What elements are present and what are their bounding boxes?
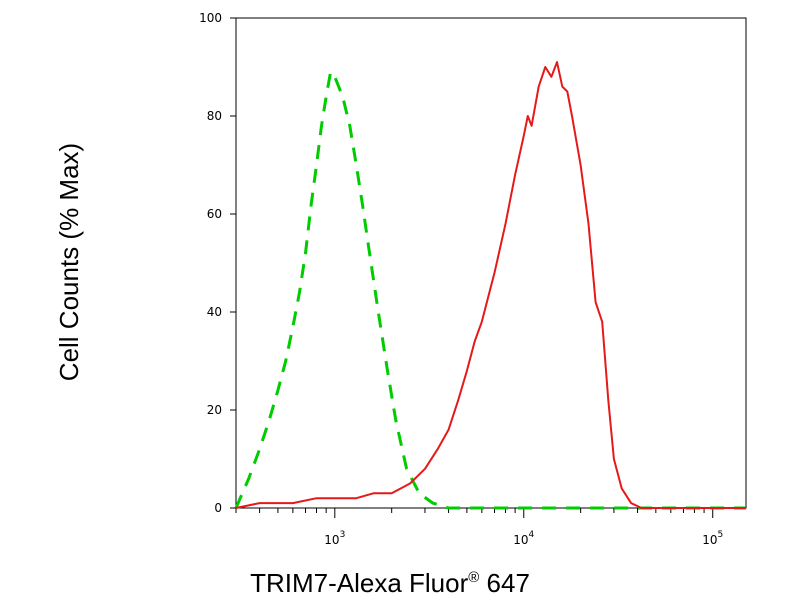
x-tick-exponent: 4 [529,530,535,540]
y-tick-label: 60 [207,207,222,221]
y-axis: 0 20 40 60 80 100 [199,11,236,515]
control-histogram-line [234,70,746,510]
y-tick-label: 40 [207,305,222,319]
x-tick-exponent: 5 [717,530,723,540]
x-axis-title-main: TRIM7-Alexa Fluor [250,568,468,598]
y-tick-label: 20 [207,403,222,417]
x-tick-exponent: 3 [340,530,346,540]
registered-mark: ® [468,569,479,586]
x-axis-title: TRIM7-Alexa Fluor® 647 [250,568,530,598]
series-layer [234,61,746,510]
y-tick-label: 100 [199,11,222,25]
y-tick-label: 0 [214,501,222,515]
x-tick-label: 104 [513,530,534,547]
plot-frame [235,17,747,509]
x-tick-label: 105 [702,530,723,547]
x-tick-label: 103 [324,530,345,547]
sample-histogram-line [235,61,746,509]
x-tick-base: 10 [513,533,528,547]
y-axis-title: Cell Counts (% Max) [54,143,84,381]
plot-area [235,17,747,509]
x-tick-base: 10 [702,533,717,547]
x-tick-base: 10 [324,533,339,547]
x-axis: 103 104 105 [235,508,723,547]
x-axis-title-suffix: 647 [479,568,530,598]
y-tick-label: 80 [207,109,222,123]
